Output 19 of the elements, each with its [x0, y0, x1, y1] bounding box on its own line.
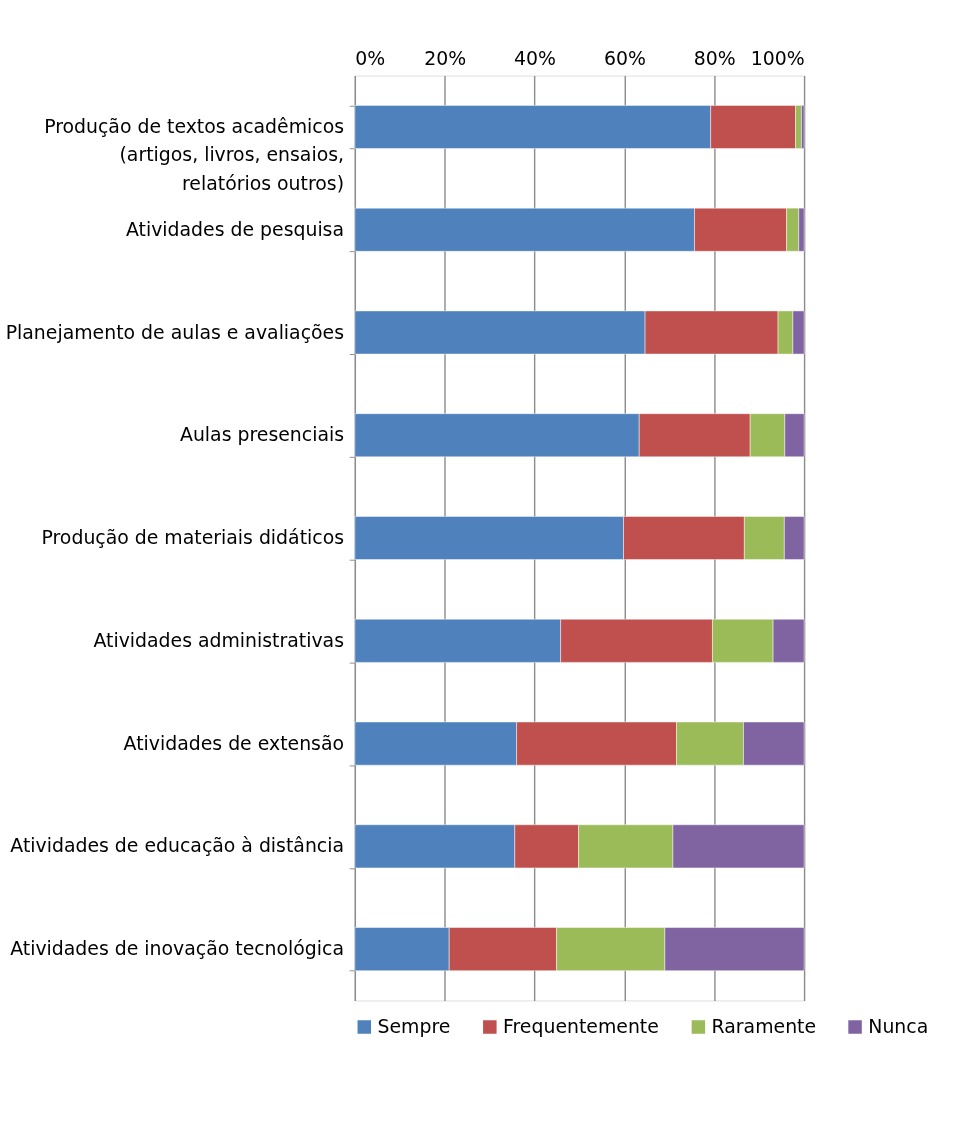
- y-tick-label: Atividades administrativas: [93, 628, 345, 651]
- x-tick-label: 80%: [693, 46, 736, 69]
- y-tick-label: Produção de textos acadêmicos (artigos, livros, ensaios, relatórios outros): [44, 115, 345, 194]
- legend-label: Frequentemente: [503, 1014, 659, 1037]
- x-tick-label: 20%: [424, 46, 467, 69]
- legend-label: Nunca: [868, 1014, 929, 1037]
- y-tick-label: Atividades de inovação tecnológica: [10, 937, 345, 960]
- y-tick-label: Produção de materiais didáticos: [41, 526, 345, 549]
- y-tick-label: Atividades de educação à distância: [10, 834, 345, 857]
- x-tick-label: 40%: [514, 46, 556, 69]
- legend-label: Raramente: [711, 1014, 817, 1037]
- x-tick-label: 60%: [603, 46, 646, 69]
- y-tick-label: Planejamento de aulas e avaliações: [5, 320, 345, 343]
- x-tick-label: 100%: [750, 46, 805, 69]
- y-tick-label: Atividades de pesquisa: [125, 217, 345, 240]
- legend-label: Sempre: [377, 1014, 451, 1037]
- y-tick-label: Atividades de extensão: [123, 731, 345, 754]
- y-tick-label: Aulas presenciais: [180, 423, 345, 446]
- x-tick-label: 0%: [355, 46, 386, 69]
